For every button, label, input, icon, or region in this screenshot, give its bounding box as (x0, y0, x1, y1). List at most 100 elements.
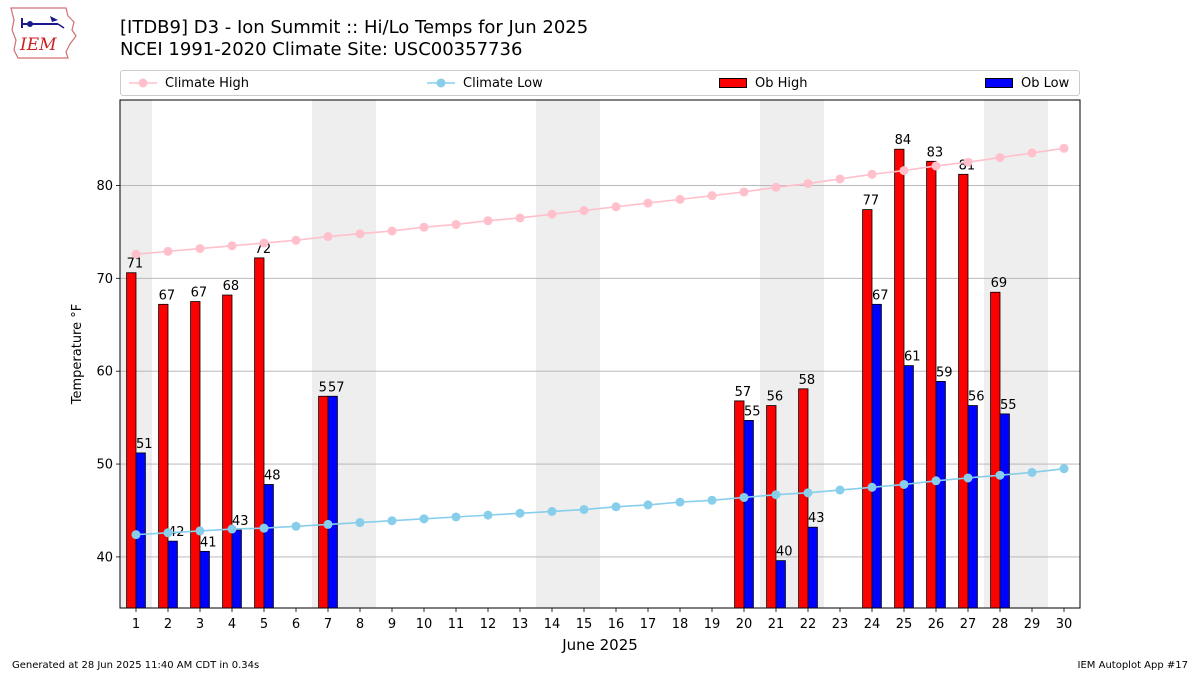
title-line-2: NCEI 1991-2020 Climate Site: USC00357736 (120, 39, 523, 60)
x-tick-label: 25 (896, 617, 913, 632)
ob-low-label: 48 (264, 468, 281, 483)
x-tick-label: 9 (388, 617, 396, 632)
title-line-1: [ITDB9] D3 - Ion Summit :: Hi/Lo Temps f… (120, 17, 589, 38)
climate-low-point (291, 521, 301, 531)
app-credit: IEM Autoplot App #17 (1077, 660, 1188, 671)
legend-item-climate-high: Climate High (129, 71, 249, 95)
climate-low-point (643, 500, 653, 510)
ob-low-swatch (985, 78, 1013, 88)
weekend-band (344, 100, 376, 608)
climate-high-point (291, 235, 301, 245)
x-tick-label: 8 (356, 617, 364, 632)
climate-low-point (675, 497, 685, 507)
climate-low-point (931, 476, 941, 486)
ob-low-label: 43 (808, 511, 825, 526)
ob-low-bar (135, 452, 146, 609)
y-tick-label: 60 (96, 365, 113, 380)
climate-high-point (419, 222, 429, 232)
climate-high-point (547, 209, 557, 219)
ob-low-bar (775, 560, 786, 609)
y-tick-label: 40 (96, 550, 113, 565)
ob-high-bar (190, 301, 201, 609)
x-tick-label: 6 (292, 617, 300, 632)
climate-high-point (739, 187, 749, 197)
x-tick-label: 7 (324, 617, 332, 632)
climate-low-point (739, 492, 749, 502)
x-tick-label: 26 (928, 617, 945, 632)
x-tick-label: 17 (640, 617, 657, 632)
legend-item-ob-low: Ob Low (985, 71, 1069, 95)
legend: Climate High Climate Low Ob High Ob Low (120, 70, 1080, 96)
ob-high-label: 81 (959, 158, 976, 173)
legend-label: Climate Low (463, 75, 543, 91)
climate-high-point (259, 238, 269, 248)
climate-low-point (707, 495, 717, 505)
climate-high-point (131, 249, 141, 259)
x-tick-label: 29 (1024, 617, 1041, 632)
ob-low-bar (743, 420, 754, 609)
climate-low-point (1027, 467, 1037, 477)
ob-low-bar (231, 529, 242, 609)
x-tick-label: 4 (228, 617, 236, 632)
iem-logo: IEM (10, 7, 77, 59)
x-tick-label: 20 (736, 617, 753, 632)
ob-low-bar (167, 540, 178, 609)
weekend-band (760, 100, 792, 608)
ob-low-bar (935, 380, 946, 609)
x-tick-label: 19 (704, 617, 721, 632)
ob-high-bar (862, 209, 873, 609)
ob-low-label: 56 (968, 390, 985, 405)
legend-label: Climate High (165, 75, 250, 91)
climate-high-point (707, 191, 717, 201)
climate-high-point (835, 174, 845, 184)
ob-high-label: 84 (895, 133, 912, 148)
climate-high-point (931, 161, 941, 171)
ob-high-label: 56 (767, 390, 784, 405)
climate-high-point (611, 202, 621, 212)
climate-low-point (483, 510, 493, 520)
climate-high-point (515, 213, 525, 223)
x-tick-label: 13 (512, 617, 529, 632)
ob-low-label: 61 (904, 350, 921, 365)
climate-high-point (387, 226, 397, 236)
x-tick-label: 28 (992, 617, 1009, 632)
weekend-band (536, 100, 568, 608)
ob-high-bar (926, 160, 937, 609)
climate-low-point (451, 512, 461, 522)
x-tick-label: 5 (260, 617, 268, 632)
generated-timestamp: Generated at 28 Jun 2025 11:40 AM CDT in… (12, 660, 260, 671)
climate-high-point (867, 169, 877, 179)
climate-low-point (803, 488, 813, 498)
ob-high-bar (222, 294, 233, 609)
climate-low-point (259, 523, 269, 533)
ob-high-bar (318, 395, 329, 609)
ob-low-label: 42 (168, 525, 185, 540)
climate-high-point (355, 229, 365, 239)
ob-low-bar (967, 405, 978, 609)
x-tick-label: 27 (960, 617, 977, 632)
climate-low-swatch (427, 78, 455, 88)
climate-low-line (135, 467, 1065, 536)
ob-high-bar (254, 257, 265, 609)
legend-label: Ob High (755, 75, 808, 91)
ob-high-bar (766, 405, 777, 609)
ob-high-label: 72 (255, 242, 272, 257)
ob-low-bar (327, 395, 338, 609)
weekend-band (312, 100, 344, 608)
climate-high-point (643, 198, 653, 208)
climate-low-point (515, 508, 525, 518)
ob-low-bar (999, 413, 1010, 609)
y-tick-label: 70 (96, 272, 113, 287)
x-tick-label: 2 (164, 617, 172, 632)
weekend-band (568, 100, 600, 608)
x-tick-label: 15 (576, 617, 593, 632)
ob-low-label: 57 (328, 380, 345, 395)
x-tick-label: 16 (608, 617, 625, 632)
x-tick-label: 10 (416, 617, 433, 632)
climate-low-point (387, 516, 397, 526)
climate-low-point (835, 485, 845, 495)
x-tick-label: 30 (1056, 617, 1073, 632)
ob-high-swatch (719, 78, 747, 88)
plot-frame (119, 99, 1081, 609)
climate-low-point (771, 490, 781, 500)
